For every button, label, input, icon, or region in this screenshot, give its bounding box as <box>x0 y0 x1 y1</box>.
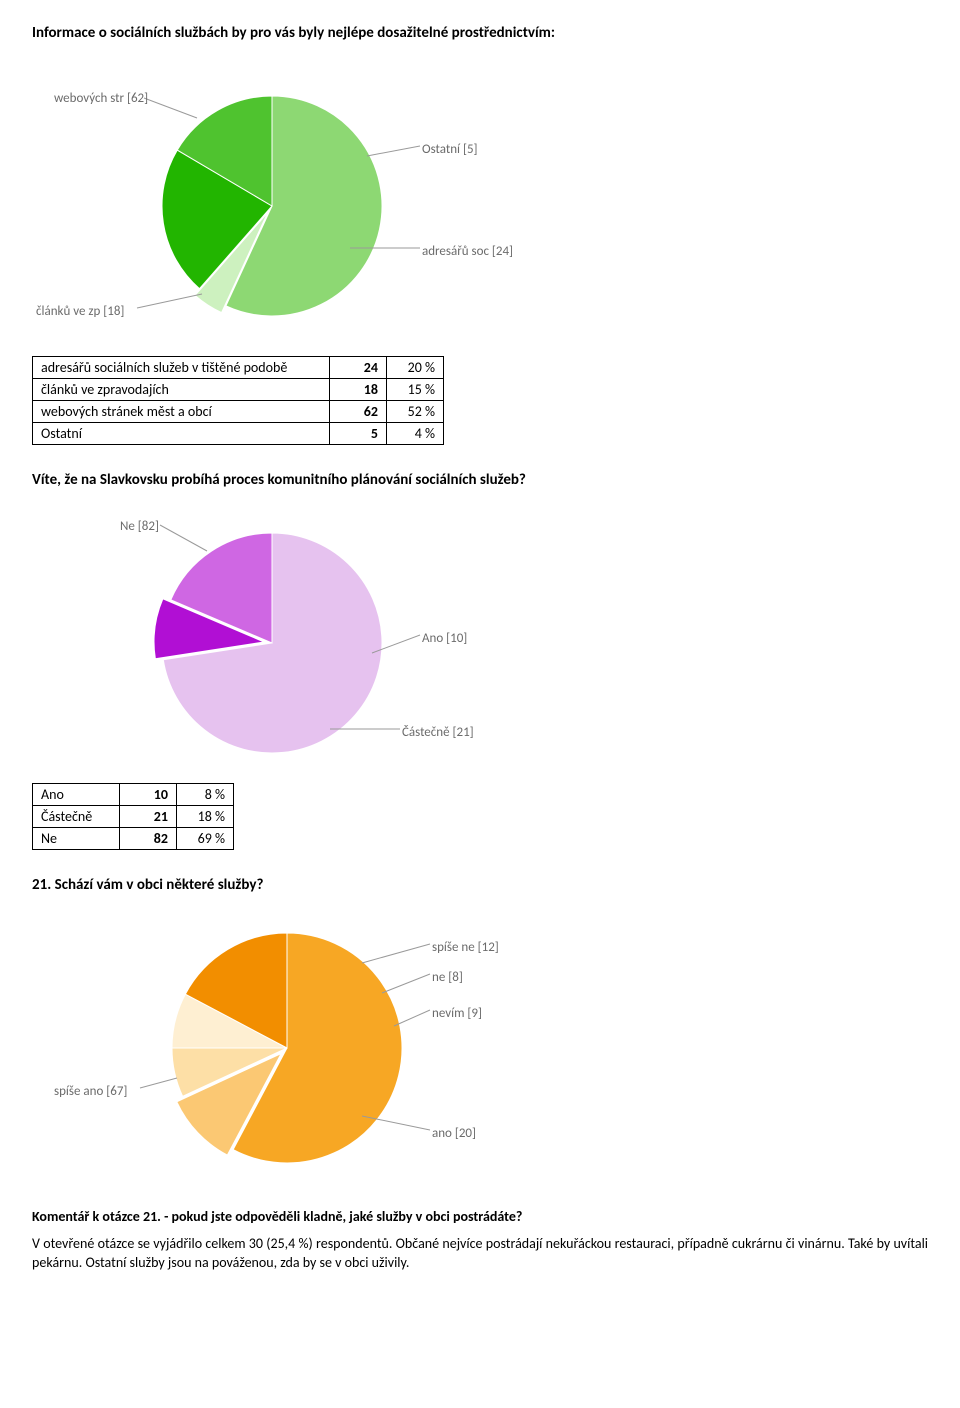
chart-callout: Ano [10] <box>422 631 467 646</box>
q2-title: Víte, že na Slavkovsku probíhá proces ko… <box>32 471 928 489</box>
q2-chart: Ne [82] Ano [10] Částečně [21] <box>32 503 928 763</box>
cell: článků ve zpravodajích <box>33 379 330 401</box>
cell: 21 <box>120 806 177 828</box>
cell: 15 % <box>387 379 444 401</box>
cell: 5 <box>330 423 387 445</box>
table-row: adresářů sociálních služeb v tištěné pod… <box>33 357 444 379</box>
cell: 82 <box>120 828 177 850</box>
cell: Částečně <box>33 806 120 828</box>
chart-callout: Ne [82] <box>120 519 159 534</box>
cell: Ne <box>33 828 120 850</box>
q3-chart: spíše ne [12] ne [8] nevím [9] spíše ano [6… <box>32 908 928 1188</box>
chart-callout: Částečně [21] <box>402 725 474 740</box>
cell: 69 % <box>177 828 234 850</box>
cell: 52 % <box>387 401 444 423</box>
comment-body: V otevřené otázce se vyjádřilo celkem 30… <box>32 1235 928 1273</box>
chart-callout: adresářů soc [24] <box>422 244 513 259</box>
q1-table: adresářů sociálních služeb v tištěné pod… <box>32 356 444 445</box>
cell: 20 % <box>387 357 444 379</box>
q1-chart: webových str [62] Ostatní [5] adresářů soc… <box>32 56 928 336</box>
cell: 4 % <box>387 423 444 445</box>
cell: webových stránek měst a obcí <box>33 401 330 423</box>
table-row: článků ve zpravodajích1815 % <box>33 379 444 401</box>
chart-callout: nevím [9] <box>432 1006 482 1021</box>
cell: 18 % <box>177 806 234 828</box>
q1-title: Informace o sociálních službách by pro v… <box>32 24 928 42</box>
cell: 24 <box>330 357 387 379</box>
cell: 10 <box>120 784 177 806</box>
table-row: webových stránek měst a obcí6252 % <box>33 401 444 423</box>
cell: Ano <box>33 784 120 806</box>
chart-callout: ano [20] <box>432 1126 476 1141</box>
cell: adresářů sociálních služeb v tištěné pod… <box>33 357 330 379</box>
table-row: Ano108 % <box>33 784 234 806</box>
q2-table: Ano108 % Částečně2118 % Ne8269 % <box>32 783 234 850</box>
chart-callout: spíše ano [67] <box>54 1084 127 1099</box>
table-row: Ne8269 % <box>33 828 234 850</box>
cell: Ostatní <box>33 423 330 445</box>
table-row: Částečně2118 % <box>33 806 234 828</box>
chart-callout: Ostatní [5] <box>422 142 478 157</box>
cell: 8 % <box>177 784 234 806</box>
q3-title: 21. Schází vám v obci některé služby? <box>32 876 928 894</box>
table-row: Ostatní54 % <box>33 423 444 445</box>
chart-callout: webových str [62] <box>54 91 148 106</box>
chart-callout: spíše ne [12] <box>432 940 499 955</box>
chart-callout: článků ve zp [18] <box>36 304 124 319</box>
cell: 18 <box>330 379 387 401</box>
comment-heading: Komentář k otázce 21. - pokud jste odpov… <box>32 1208 928 1227</box>
chart-callout: ne [8] <box>432 970 463 985</box>
cell: 62 <box>330 401 387 423</box>
